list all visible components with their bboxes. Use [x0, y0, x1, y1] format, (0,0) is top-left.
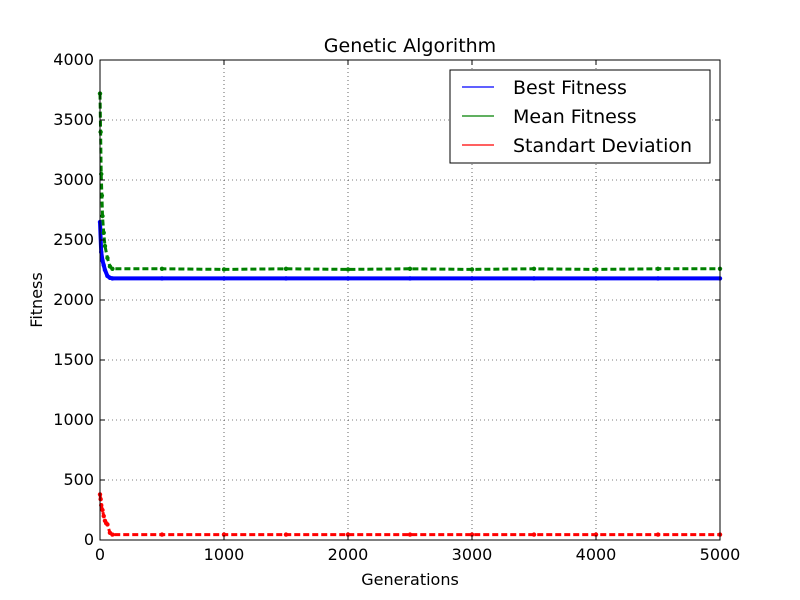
y-tick-label: 3500: [53, 110, 94, 129]
x-axis-title: Generations: [361, 570, 459, 589]
data-point: [159, 532, 165, 537]
y-tick-label: 0: [84, 530, 94, 549]
data-point: [655, 266, 661, 271]
legend-label: Mean Fitness: [513, 106, 637, 128]
y-tick-label: 1000: [53, 410, 94, 429]
data-point: [531, 532, 537, 537]
data-point: [407, 266, 413, 271]
data-point: [102, 243, 108, 249]
data-point: [469, 532, 475, 537]
data-point: [407, 276, 413, 281]
data-point: [345, 532, 351, 537]
legend-label: Standart Deviation: [513, 135, 692, 157]
data-point: [655, 276, 661, 281]
data-point: [531, 266, 537, 271]
data-point: [101, 263, 106, 268]
data-point: [98, 497, 103, 502]
x-tick-label: 5000: [700, 545, 741, 564]
chart-title: Genetic Algorithm: [324, 35, 496, 57]
tick-layer: 0 1000 2000 3000 4000 5000 0 500 1000 1500 2000 250…: [53, 50, 740, 564]
data-point: [469, 276, 475, 281]
data-point: [101, 230, 106, 235]
data-point: [655, 532, 661, 537]
data-point: [593, 276, 599, 281]
data-point: [101, 513, 106, 519]
series-layer: [97, 91, 723, 537]
data-point: [345, 267, 351, 272]
data-point: [345, 276, 351, 281]
data-point: [105, 255, 110, 261]
data-point: [283, 266, 289, 271]
x-tick-label: 1000: [204, 545, 245, 564]
data-point: [283, 276, 289, 281]
data-point: [110, 532, 115, 537]
x-tick-label: 2000: [328, 545, 369, 564]
legend: Best Fitness Mean Fitness Standart Deviati…: [449, 69, 711, 164]
x-tick-label: 4000: [576, 545, 617, 564]
series-line: [98, 494, 720, 537]
data-point: [159, 276, 165, 281]
data-point: [593, 267, 599, 272]
data-point: [98, 129, 103, 135]
series-line: [98, 93, 720, 271]
data-point: [100, 258, 105, 263]
y-axis-title: Fitness: [27, 272, 46, 327]
y-tick-label: 2500: [53, 230, 94, 249]
y-tick-label: 3000: [53, 170, 94, 189]
data-point: [100, 507, 105, 513]
y-tick-label: 2000: [53, 290, 94, 309]
data-point: [469, 267, 475, 272]
data-point: [110, 266, 115, 271]
data-point: [593, 532, 599, 537]
y-tick-label: 4000: [53, 50, 94, 69]
y-tick-label: 1500: [53, 350, 94, 369]
y-tick-label: 500: [63, 470, 94, 489]
data-point: [110, 276, 115, 281]
data-point: [283, 532, 289, 537]
x-tick-label: 0: [95, 545, 105, 564]
data-point: [102, 267, 108, 273]
data-point: [99, 193, 105, 198]
data-point: [407, 532, 413, 537]
data-point: [531, 276, 537, 281]
x-tick-label: 3000: [452, 545, 493, 564]
data-point: [221, 532, 227, 537]
data-point: [105, 522, 110, 527]
data-point: [221, 267, 227, 272]
legend-label: Best Fitness: [513, 77, 627, 99]
data-point: [159, 266, 165, 271]
data-point: [221, 276, 227, 281]
data-point: [100, 213, 105, 219]
